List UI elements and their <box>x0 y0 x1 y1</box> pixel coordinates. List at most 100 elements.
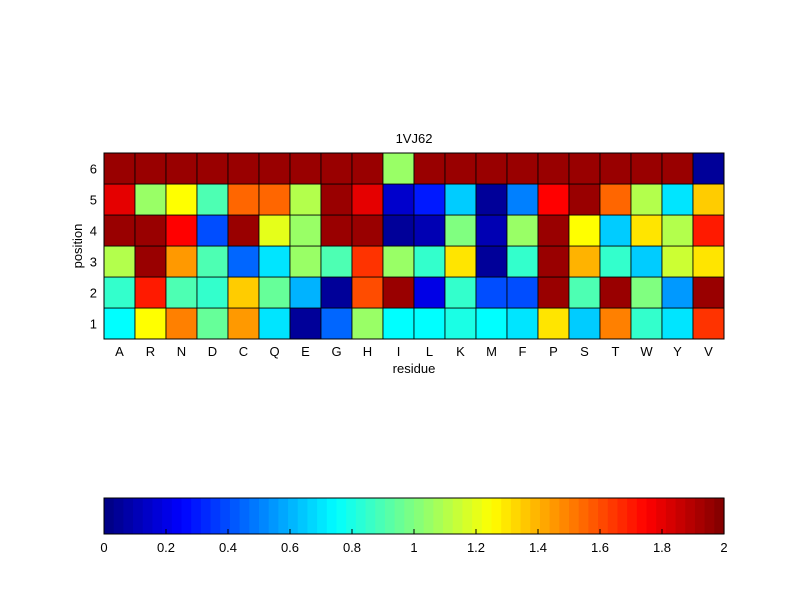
colorbar-band <box>472 498 483 534</box>
heatmap-cell <box>103 214 136 247</box>
heatmap-cell <box>630 152 663 185</box>
heatmap-cell <box>196 276 229 309</box>
colorbar-band <box>578 498 589 534</box>
colorbar-band <box>520 498 531 534</box>
colorbar-band <box>443 498 454 534</box>
heatmap-cell <box>475 214 508 247</box>
colorbar-band <box>104 498 115 534</box>
y-tick-label: 1 <box>90 317 97 332</box>
heatmap-cell <box>351 276 384 309</box>
heatmap-cell <box>258 214 291 247</box>
colorbar-band <box>481 498 493 534</box>
heatmap-cell <box>134 245 167 278</box>
heatmap-cell <box>568 307 601 340</box>
chart-title: 1VJ62 <box>396 131 433 146</box>
colorbar-band <box>210 498 221 534</box>
colorbar-band <box>162 498 173 534</box>
x-tick-label: Q <box>269 344 279 359</box>
colorbar-band <box>675 498 686 534</box>
heatmap-cell <box>537 214 570 247</box>
colorbar-band <box>200 498 212 534</box>
heatmap-cell <box>475 307 508 340</box>
y-tick-label: 4 <box>90 224 97 239</box>
colorbar-band <box>685 498 696 534</box>
colorbar-band <box>462 498 473 534</box>
colorbar-tick-label: 0.8 <box>343 540 361 555</box>
colorbar-tick-label: 1.2 <box>467 540 485 555</box>
x-tick-label: A <box>115 344 124 359</box>
heatmap-cell <box>630 245 663 278</box>
heatmap-cell <box>289 214 322 247</box>
heatmap-cell <box>258 276 291 309</box>
colorbar-band <box>278 498 289 534</box>
colorbar-tick-label: 0 <box>100 540 107 555</box>
heatmap-cell <box>289 245 322 278</box>
heatmap-cell <box>537 152 570 185</box>
plot-frame <box>103 152 725 340</box>
colorbar-band <box>297 498 309 534</box>
heatmap-cell <box>134 214 167 247</box>
heatmap-cell <box>568 245 601 278</box>
heatmap-cell <box>568 214 601 247</box>
heatmap-cell <box>103 307 136 340</box>
x-tick-label: M <box>486 344 497 359</box>
colorbar-band <box>617 498 628 534</box>
colorbar-band <box>646 498 657 534</box>
colorbar-tick-label: 2 <box>720 540 727 555</box>
colorbar-band <box>665 498 677 534</box>
colorbar-band <box>375 498 386 534</box>
colorbar-band <box>394 498 405 534</box>
colorbar-band <box>569 498 580 534</box>
x-tick-label: K <box>456 344 465 359</box>
heatmap-cell <box>537 183 570 216</box>
y-tick-label: 6 <box>90 162 97 177</box>
colorbar-band <box>336 498 347 534</box>
heatmap-cell <box>134 152 167 185</box>
y-tick-label: 3 <box>90 255 97 270</box>
heatmap-cell <box>692 307 725 340</box>
heatmap-cell <box>258 245 291 278</box>
heatmap-cell <box>320 152 353 185</box>
heatmap-cell <box>692 214 725 247</box>
heatmap-cell <box>630 214 663 247</box>
heatmap-cell <box>568 152 601 185</box>
heatmap-cell <box>444 307 477 340</box>
heatmap-cell <box>444 245 477 278</box>
colorbar-band <box>510 498 522 534</box>
colorbar-band <box>588 498 599 534</box>
heatmap-cell <box>165 245 198 278</box>
heatmap-cell <box>568 276 601 309</box>
heatmap-cell <box>227 307 260 340</box>
heatmap-cell <box>320 276 353 309</box>
heatmap-cell <box>444 152 477 185</box>
heatmap-cell <box>103 276 136 309</box>
heatmap-cell <box>506 245 539 278</box>
heatmap-cell <box>475 245 508 278</box>
heatmap-cell <box>382 307 415 340</box>
colorbar-band <box>317 498 328 534</box>
heatmap-cell <box>661 245 694 278</box>
heatmap-cell <box>630 307 663 340</box>
heatmap-cell <box>661 214 694 247</box>
heatmap-cell <box>165 152 198 185</box>
x-tick-label: N <box>177 344 186 359</box>
colorbar-band <box>142 498 154 534</box>
colorbar-band <box>133 498 144 534</box>
colorbar-band <box>656 498 667 534</box>
colorbar-band <box>414 498 425 534</box>
heatmap-cell <box>537 276 570 309</box>
heatmap-cell <box>289 307 322 340</box>
heatmap-cell <box>444 276 477 309</box>
heatmap-cell <box>413 245 446 278</box>
heatmap-cell <box>196 214 229 247</box>
heatmap-cell <box>103 183 136 216</box>
heatmap-cell <box>599 245 632 278</box>
heatmap-cell <box>134 276 167 309</box>
heatmap-cell <box>165 307 198 340</box>
x-tick-label: F <box>519 344 527 359</box>
heatmap-cell <box>382 152 415 185</box>
heatmap-cell <box>599 307 632 340</box>
x-tick-label: D <box>208 344 217 359</box>
colorbar-band <box>307 498 318 534</box>
colorbar-tick-label: 0.2 <box>157 540 175 555</box>
